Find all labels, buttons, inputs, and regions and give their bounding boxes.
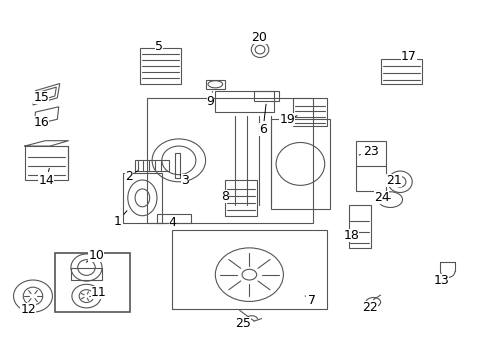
Text: 23: 23: [359, 145, 378, 158]
Bar: [171, 230, 326, 309]
Bar: [147, 98, 312, 223]
Text: 22: 22: [361, 301, 377, 314]
Bar: [55, 253, 130, 312]
Bar: [175, 153, 180, 178]
Text: 21: 21: [386, 174, 401, 186]
Text: 20: 20: [251, 31, 266, 44]
Bar: [380, 59, 421, 84]
Text: 12: 12: [20, 303, 36, 316]
Text: 19: 19: [279, 113, 296, 126]
Text: 24: 24: [373, 192, 389, 204]
Text: 11: 11: [91, 286, 106, 299]
Bar: [205, 80, 224, 89]
Text: 4: 4: [168, 216, 176, 229]
Bar: [140, 48, 181, 84]
Bar: [157, 214, 191, 223]
Text: 6: 6: [259, 104, 266, 136]
Bar: [348, 205, 370, 248]
Bar: [71, 267, 102, 280]
Text: 3: 3: [180, 174, 189, 186]
Bar: [254, 91, 278, 102]
Text: 2: 2: [124, 170, 137, 183]
Bar: [215, 91, 273, 112]
Text: 5: 5: [155, 40, 163, 53]
Text: 7: 7: [305, 294, 315, 307]
Text: 17: 17: [400, 50, 416, 63]
Text: 1: 1: [114, 211, 127, 228]
Bar: [25, 146, 68, 180]
Text: 16: 16: [33, 116, 49, 129]
Bar: [224, 180, 256, 216]
Bar: [356, 141, 385, 191]
Text: 13: 13: [433, 274, 448, 287]
Text: 9: 9: [206, 92, 214, 108]
Text: 18: 18: [343, 229, 359, 242]
Bar: [271, 119, 329, 208]
Text: 25: 25: [235, 317, 250, 330]
Text: 14: 14: [38, 168, 54, 187]
Text: 15: 15: [33, 91, 49, 104]
Text: 8: 8: [221, 190, 228, 203]
Text: 10: 10: [86, 248, 104, 262]
Bar: [122, 173, 162, 223]
Bar: [292, 98, 326, 126]
Bar: [135, 160, 169, 171]
